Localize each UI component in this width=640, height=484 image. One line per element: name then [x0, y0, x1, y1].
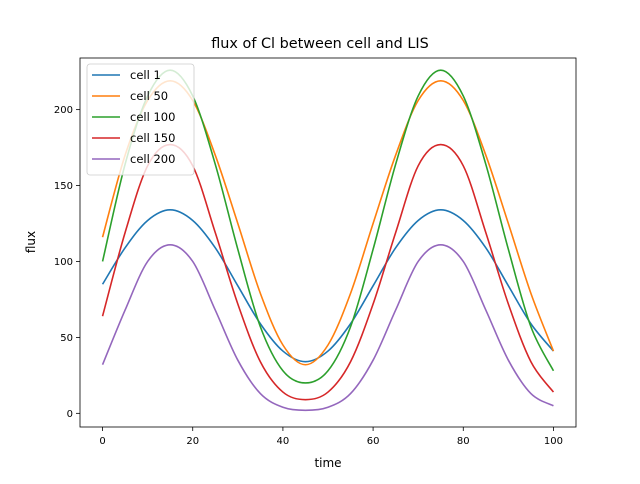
x-axis: 0 20 40 60 80 100 [99, 427, 563, 447]
y-tick-label: 150 [54, 181, 73, 192]
series-line-4 [101, 243, 554, 412]
y-tick-label: 100 [54, 257, 73, 268]
x-tick-label: 20 [186, 436, 199, 447]
y-axis: 0 50 100 150 200 [54, 105, 80, 420]
series-line-3 [101, 143, 555, 401]
x-tick-label: 100 [544, 436, 563, 447]
y-axis-label: flux [24, 231, 38, 253]
y-tick-label: 0 [67, 409, 73, 420]
legend-box [86, 63, 195, 176]
y-tick-label: 200 [54, 105, 73, 116]
y-tick-label: 50 [60, 333, 73, 344]
x-tick-label: 40 [277, 436, 290, 447]
legend-label-1: cell 50 [130, 89, 168, 103]
x-tick-label: 60 [367, 436, 380, 447]
legend-label-4: cell 200 [130, 152, 175, 166]
plot-frame [79, 57, 577, 428]
x-axis-label: time [314, 456, 341, 470]
chart-title: flux of Cl between cell and LIS [211, 36, 429, 52]
legend-label-2: cell 100 [130, 110, 175, 124]
legend-label-3: cell 150 [130, 131, 175, 145]
x-tick-label: 0 [99, 436, 105, 447]
legend-label-0: cell 1 [130, 68, 161, 82]
series-line-0 [101, 209, 555, 363]
legend: cell 1 cell 50 cell 100 cell 150 cell 200 [86, 63, 195, 176]
x-tick-label: 80 [457, 436, 470, 447]
